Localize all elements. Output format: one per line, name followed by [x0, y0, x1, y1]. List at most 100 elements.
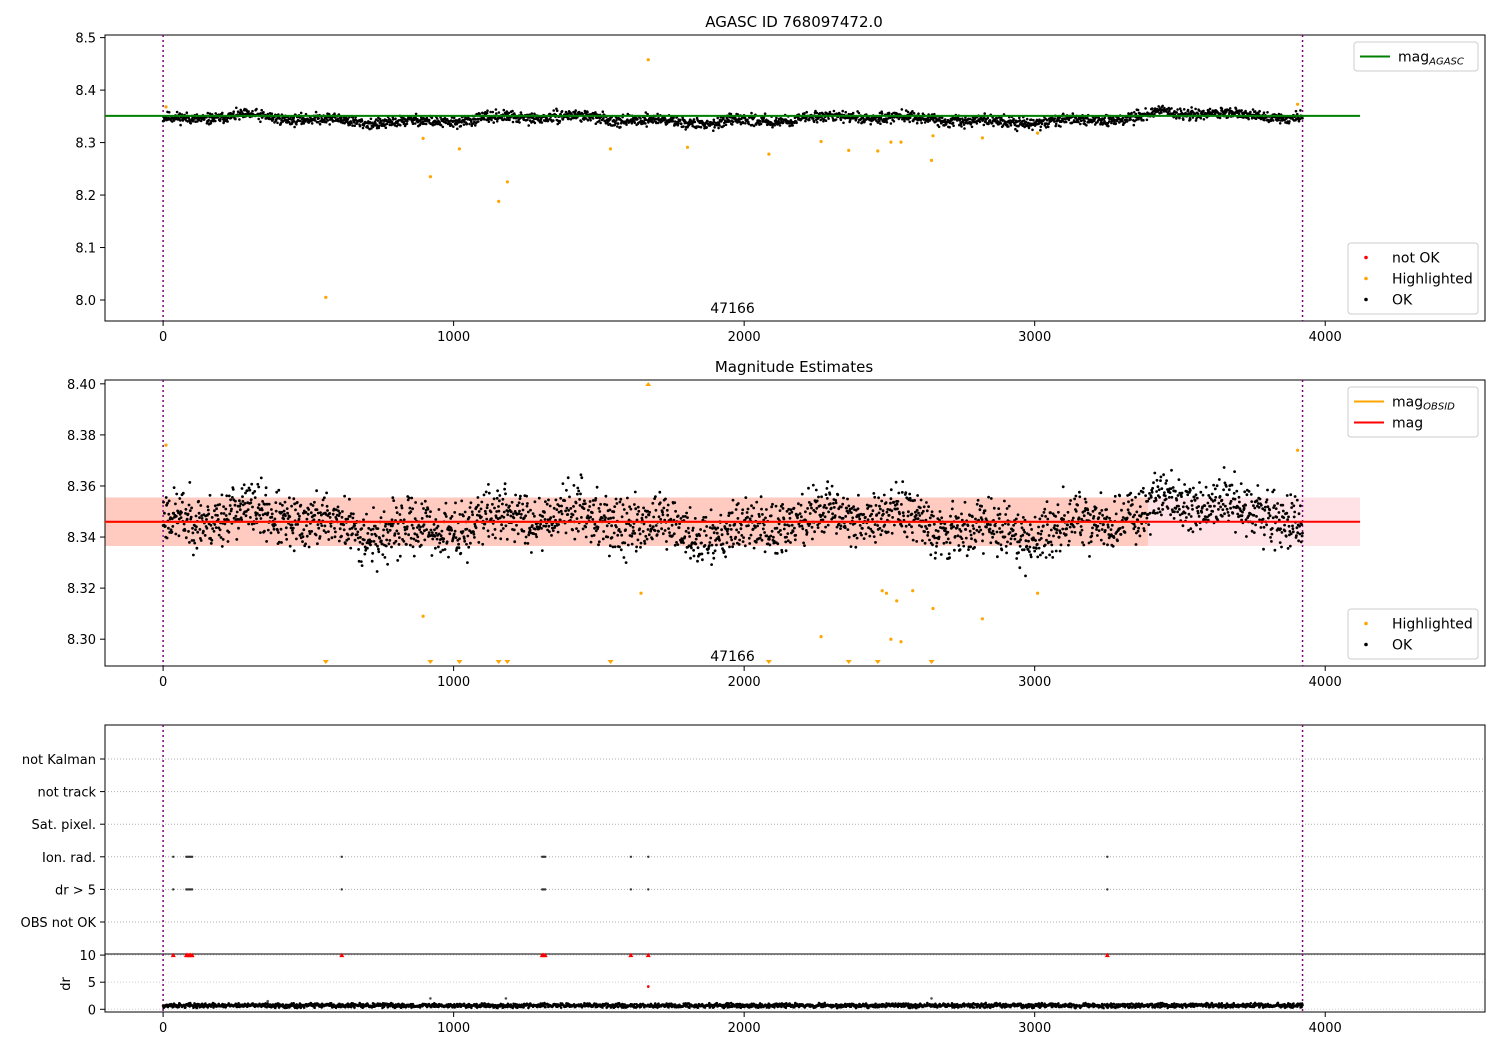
ok-point — [422, 523, 426, 526]
ok-point — [730, 511, 734, 515]
ok-point — [672, 532, 676, 536]
ok-point — [930, 510, 934, 514]
ok-point — [844, 110, 847, 114]
ok-point — [514, 493, 517, 497]
ok-point — [787, 524, 791, 528]
ok-point — [923, 530, 926, 533]
ok-point — [351, 516, 355, 520]
ok-point — [552, 119, 555, 122]
ok-point — [411, 545, 415, 549]
ok-point — [1018, 116, 1021, 120]
ok-point — [333, 535, 337, 539]
ok-point — [374, 534, 378, 538]
ok-point — [1036, 531, 1040, 535]
ok-point — [576, 529, 580, 533]
ok-point — [700, 541, 703, 545]
ok-point — [1146, 499, 1150, 503]
ok-point — [1085, 124, 1088, 127]
ok-point — [1007, 504, 1011, 508]
ok-point — [691, 529, 695, 532]
ok-point — [643, 542, 647, 545]
ok-point — [712, 118, 716, 122]
ok-point — [195, 546, 199, 550]
ok-point — [738, 538, 741, 542]
ok-point — [957, 544, 961, 547]
ok-point — [869, 122, 872, 126]
ok-point — [347, 537, 350, 541]
highlighted-point — [685, 145, 690, 149]
ok-point — [921, 509, 925, 513]
ok-point — [234, 117, 237, 121]
ok-point — [305, 534, 309, 538]
ok-point — [366, 546, 369, 550]
panel-2-xtick-label: 0 — [159, 675, 167, 690]
highlighted-point — [608, 147, 613, 151]
ok-point — [998, 527, 1001, 530]
ok-point — [187, 503, 191, 507]
ok-point — [270, 508, 273, 511]
ok-point — [505, 537, 509, 541]
ok-point — [964, 528, 968, 531]
ok-point — [855, 536, 859, 540]
ok-point — [313, 119, 317, 122]
ok-point — [870, 512, 873, 516]
ok-point — [653, 117, 657, 121]
ok-point — [491, 502, 494, 506]
ok-point — [377, 124, 381, 127]
ok-point — [524, 514, 528, 518]
ok-point — [1073, 497, 1076, 501]
ok-point — [758, 515, 761, 518]
ok-point — [952, 525, 955, 528]
ok-point — [316, 523, 320, 526]
ok-point — [512, 516, 516, 520]
ok-point — [761, 527, 765, 531]
ok-point — [426, 507, 430, 511]
ok-point — [167, 512, 171, 516]
ok-point — [466, 534, 470, 538]
ok-point — [511, 120, 515, 124]
ok-point — [1157, 488, 1161, 492]
ok-point — [185, 517, 189, 521]
ok-point — [505, 118, 508, 122]
ok-point — [174, 514, 178, 518]
ok-point — [790, 523, 794, 527]
ok-point — [424, 511, 428, 515]
ok-point — [525, 494, 528, 498]
ok-point — [485, 506, 489, 510]
ok-point — [934, 551, 937, 555]
ok-point — [1133, 525, 1137, 528]
ok-point — [340, 116, 343, 119]
ok-point — [515, 523, 518, 527]
ok-point — [290, 504, 293, 508]
ok-point — [949, 514, 952, 518]
ok-point — [379, 516, 383, 520]
ok-point — [1165, 479, 1168, 482]
ok-point — [272, 527, 276, 531]
ok-point — [971, 524, 975, 528]
ok-point — [651, 121, 655, 124]
ok-point — [926, 534, 930, 537]
ok-point — [273, 517, 277, 521]
ok-point — [377, 550, 381, 554]
ok-point — [526, 510, 530, 514]
ok-point — [167, 526, 170, 530]
ok-point — [969, 545, 973, 549]
ok-point — [805, 117, 808, 121]
ok-point — [560, 512, 564, 516]
ok-point — [193, 541, 197, 545]
ok-point — [831, 512, 834, 516]
ok-point — [1029, 118, 1033, 121]
ok-point — [971, 515, 974, 519]
ok-point — [823, 515, 827, 519]
ok-point — [609, 118, 612, 121]
ok-point — [474, 526, 478, 530]
ok-point — [939, 553, 943, 556]
ok-point — [351, 124, 354, 127]
ok-point — [892, 500, 896, 504]
ok-point — [996, 541, 1000, 545]
panel-2-xtick-label: 4000 — [1309, 675, 1342, 690]
ok-point — [261, 500, 264, 503]
ok-point — [830, 484, 834, 488]
ok-point — [605, 503, 609, 507]
ok-point — [1057, 510, 1060, 514]
